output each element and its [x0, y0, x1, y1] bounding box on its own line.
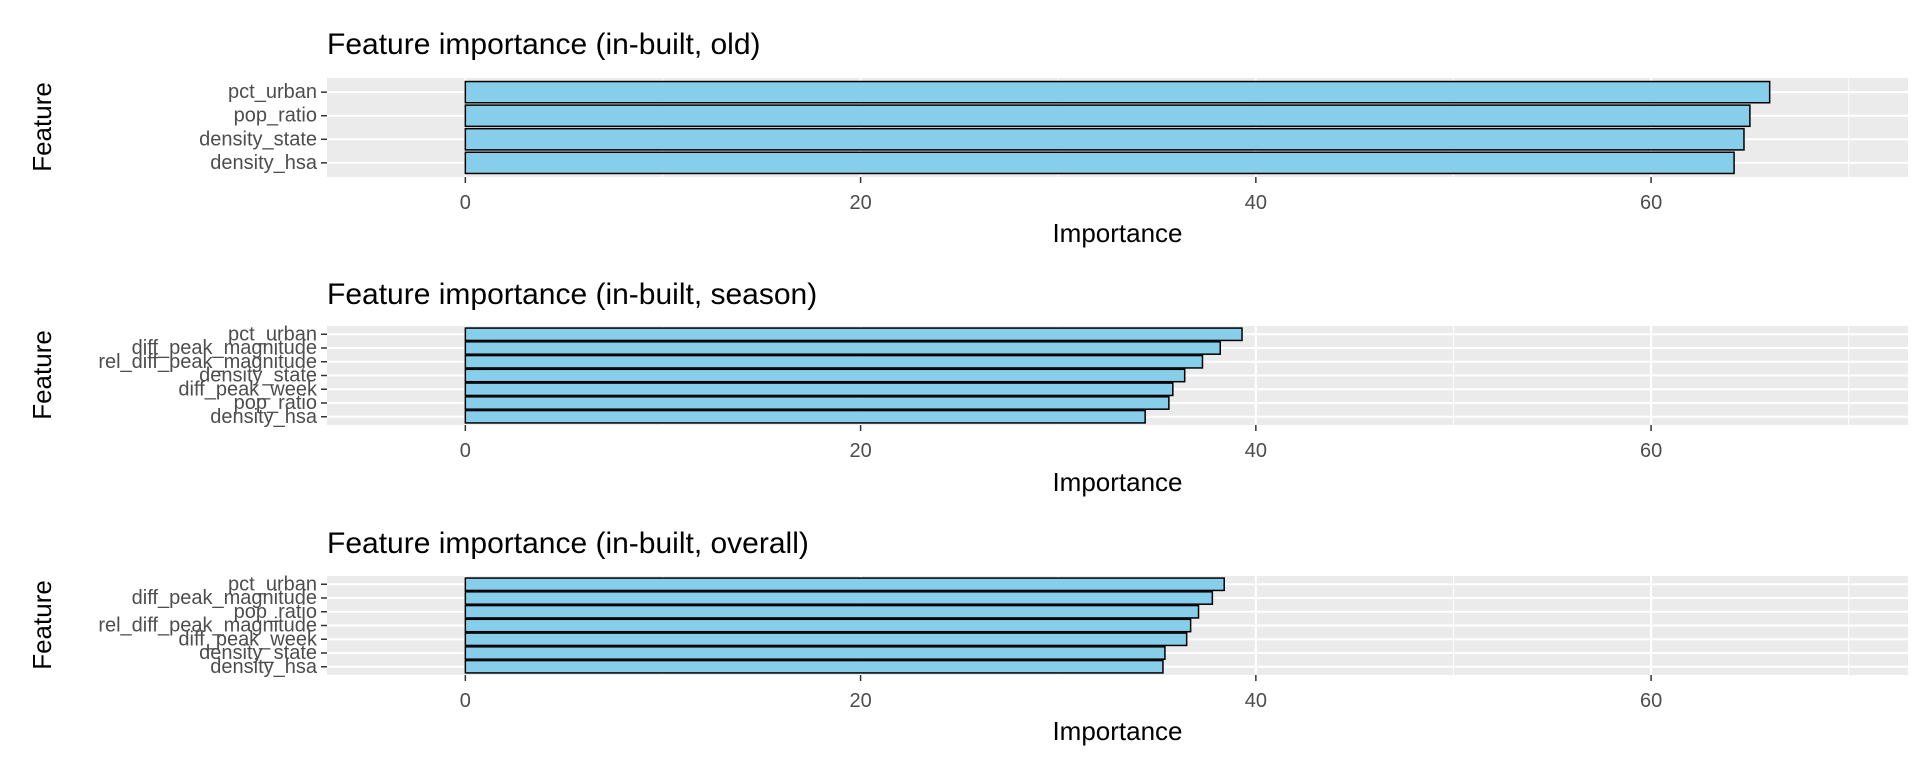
chart-title: Feature importance (in-built, overall)	[327, 527, 809, 560]
feature-label-pct-urban: pct_urban	[228, 81, 317, 103]
bar-rel-diff-peak-magnitude	[464, 354, 1204, 369]
x-tick-label: 0	[460, 440, 471, 462]
feature-label-pct-urban: pct_urban	[228, 323, 317, 345]
bar-pop-ratio	[464, 604, 1200, 619]
x-tick-label: 20	[849, 440, 871, 462]
bar-pct-urban	[464, 80, 1771, 104]
x-tick-label: 60	[1640, 192, 1662, 214]
feature-label-diff-peak-week: diff_peak_week	[178, 628, 318, 650]
x-tick-label: 20	[849, 192, 871, 214]
chart-title: Feature importance (in-built, season)	[327, 278, 817, 311]
feature-label-pct-urban: pct_urban	[228, 573, 317, 595]
feature-label-diff-peak-magnitude: diff_peak_magnitude	[132, 587, 317, 609]
x-axis-title: Importance	[1052, 716, 1182, 746]
bar-diff-peak-week	[464, 382, 1174, 397]
feature-label-density-hsa: density_hsa	[210, 406, 318, 428]
x-tick-label: 40	[1245, 690, 1267, 712]
bar-pct-urban	[464, 577, 1225, 592]
bar-diff-peak-magnitude	[464, 341, 1222, 355]
bar-density-hsa	[464, 409, 1146, 424]
bar-density-hsa	[464, 659, 1164, 674]
x-tick-label: 40	[1245, 192, 1267, 214]
x-axis-title: Importance	[1052, 218, 1182, 248]
chart-panel-3: Feature importance (in-built, overall) pc…	[27, 527, 1908, 746]
y-axis-title: Feature	[27, 330, 57, 420]
bar-density-hsa	[464, 151, 1735, 175]
chart-panel-1: Feature importance (in-built, old) pct_ur…	[27, 28, 1908, 248]
x-tick-label: 40	[1245, 440, 1267, 462]
feature-label-rel-diff-peak-magnitude: rel_diff_peak_magnitude	[98, 351, 317, 373]
bar-diff-peak-magnitude	[464, 591, 1214, 605]
feature-label-pop-ratio: pop_ratio	[234, 601, 317, 623]
x-tick-label: 60	[1640, 690, 1662, 712]
bar-pop-ratio	[464, 396, 1170, 410]
bar-pop-ratio	[464, 104, 1751, 128]
bar-density-state	[464, 127, 1745, 151]
feature-label-rel-diff-peak-magnitude: rel_diff_peak_magnitude	[98, 615, 317, 637]
feature-label-diff-peak-magnitude: diff_peak_magnitude	[132, 337, 317, 359]
feature-label-density-state: density_state	[199, 128, 317, 150]
bar-density-state	[464, 368, 1186, 383]
chart-panel-2: Feature importance (in-built, season) pct…	[27, 278, 1908, 497]
feature-label-pop-ratio: pop_ratio	[234, 105, 317, 127]
feature-label-pop-ratio: pop_ratio	[234, 392, 317, 414]
feature-label-density-hsa: density_hsa	[210, 152, 318, 174]
feature-label-density-state: density_state	[199, 642, 317, 664]
feature-label-density-state: density_state	[199, 365, 317, 387]
x-tick-label: 0	[460, 690, 471, 712]
bar-pct-urban	[464, 327, 1243, 342]
bar-rel-diff-peak-magnitude	[464, 618, 1192, 633]
y-axis-title: Feature	[27, 580, 57, 670]
x-axis-title: Importance	[1052, 467, 1182, 497]
bar-density-state	[464, 646, 1166, 660]
chart-title: Feature importance (in-built, old)	[327, 28, 761, 61]
x-tick-label: 60	[1640, 440, 1662, 462]
x-tick-label: 0	[460, 192, 471, 214]
bar-diff-peak-week	[464, 632, 1188, 647]
y-axis-title: Feature	[27, 82, 57, 172]
feature-label-density-hsa: density_hsa	[210, 656, 318, 678]
x-tick-label: 20	[849, 690, 871, 712]
feature-label-diff-peak-week: diff_peak_week	[178, 378, 318, 400]
